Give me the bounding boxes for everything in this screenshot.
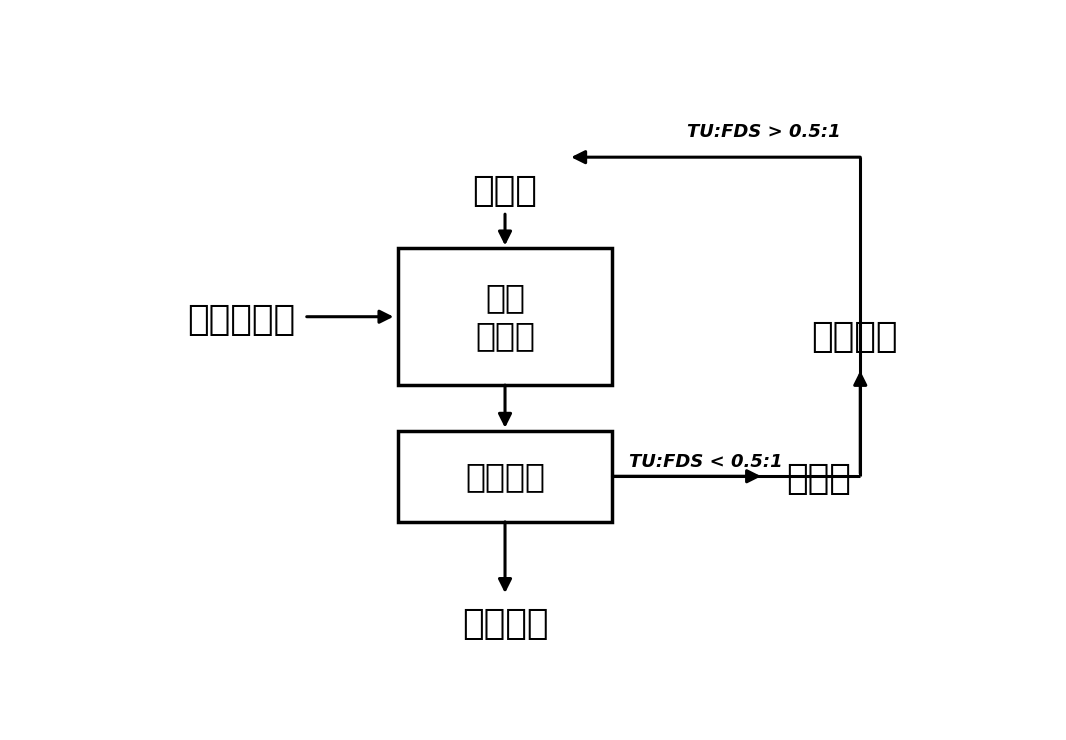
Text: 提余液: 提余液 (786, 462, 851, 496)
Text: 浸出
反应器: 浸出 反应器 (475, 281, 535, 352)
Text: TU:FDS > 0.5:1: TU:FDS > 0.5:1 (687, 123, 840, 141)
Bar (398, 249, 612, 385)
Text: 还原步骤: 还原步骤 (810, 320, 898, 354)
Text: 矿石或精矿: 矿石或精矿 (187, 303, 295, 337)
Text: TU:FDS < 0.5:1: TU:FDS < 0.5:1 (629, 453, 782, 471)
Text: 溶剂提取: 溶剂提取 (465, 460, 545, 493)
Text: 铜富集液: 铜富集液 (462, 608, 548, 642)
Bar (398, 431, 612, 522)
Text: 浸滤剂: 浸滤剂 (472, 175, 537, 209)
